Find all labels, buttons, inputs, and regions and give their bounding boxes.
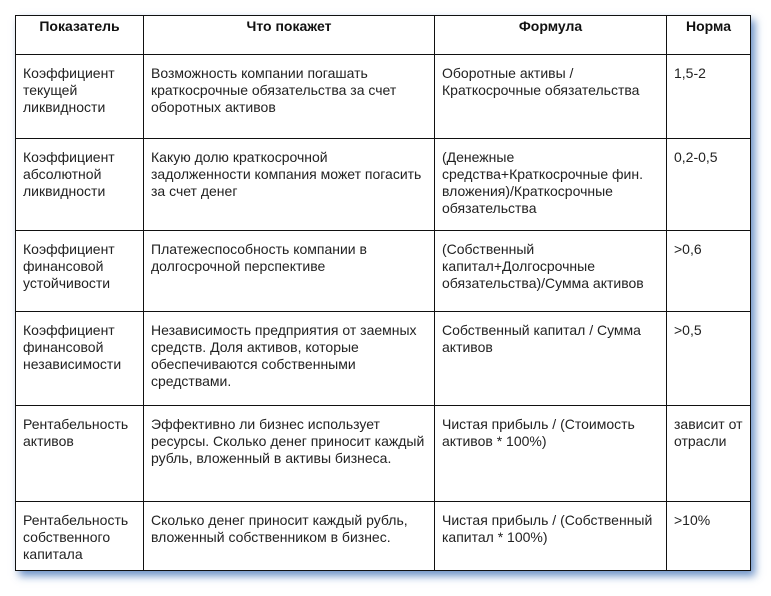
cell-meaning: Какую долю краткосрочной задолженности к…	[143, 138, 435, 231]
cell-norm: 0,2-0,5	[666, 138, 751, 231]
cell-formula: Собственный капитал / Сумма активов	[434, 311, 667, 406]
header-row: Показатель Что покажет Формула Норма	[15, 15, 751, 55]
header-formula: Формула	[434, 15, 667, 55]
cell-meaning: Возможность компании погашать краткосроч…	[143, 54, 435, 139]
cell-formula: Чистая прибыль / (Собственный капитал * …	[434, 501, 667, 571]
cell-norm: зависит от отрасли	[666, 405, 751, 502]
cell-meaning: Платежеспособность компании в долгосрочн…	[143, 230, 435, 312]
cell-indicator: Коэффициент финансовой независимости	[15, 311, 144, 406]
financial-ratios-table: Показатель Что покажет Формула Норма Коэ…	[15, 15, 751, 571]
cell-norm: >0,5	[666, 311, 751, 406]
table-row: Коэффициент абсолютной ликвидности Какую…	[15, 138, 751, 231]
cell-norm: >10%	[666, 501, 751, 571]
cell-meaning: Эффективно ли бизнес использует ресурсы.…	[143, 405, 435, 502]
cell-formula: (Денежные средства+Краткосрочные фин. вл…	[434, 138, 667, 231]
ratios-table-container: Показатель Что покажет Формула Норма Коэ…	[15, 15, 751, 571]
table-row: Коэффициент финансовой независимости Нез…	[15, 311, 751, 406]
cell-meaning: Сколько денег приносит каждый рубль, вло…	[143, 501, 435, 571]
cell-formula: Чистая прибыль / (Стоимость активов * 10…	[434, 405, 667, 502]
cell-indicator: Коэффициент финансовой устойчивости	[15, 230, 144, 312]
header-norm: Норма	[666, 15, 751, 55]
cell-indicator: Рентабельность активов	[15, 405, 144, 502]
cell-formula: Оборотные активы / Краткосрочные обязате…	[434, 54, 667, 139]
table-row: Рентабельность собственного капитала Ско…	[15, 501, 751, 571]
header-indicator: Показатель	[15, 15, 144, 55]
table-row: Коэффициент финансовой устойчивости Плат…	[15, 230, 751, 312]
table-row: Рентабельность активов Эффективно ли биз…	[15, 405, 751, 502]
cell-formula: (Собственный капитал+Долгосрочные обязат…	[434, 230, 667, 312]
cell-indicator: Коэффициент текущей ликвидности	[15, 54, 144, 139]
header-meaning: Что покажет	[143, 15, 435, 55]
cell-indicator: Коэффициент абсолютной ликвидности	[15, 138, 144, 231]
table-row: Коэффициент текущей ликвидности Возможно…	[15, 54, 751, 139]
cell-meaning: Независимость предприятия от заемных сре…	[143, 311, 435, 406]
cell-norm: 1,5-2	[666, 54, 751, 139]
cell-indicator: Рентабельность собственного капитала	[15, 501, 144, 571]
cell-norm: >0,6	[666, 230, 751, 312]
